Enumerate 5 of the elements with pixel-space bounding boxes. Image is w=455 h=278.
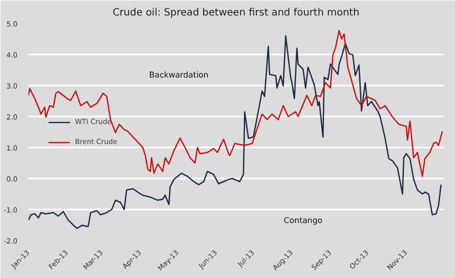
- line-series: [28, 30, 443, 177]
- annotation: Backwardation: [149, 70, 209, 80]
- chart-title: Crude oil: Spread between first and fourth month: [112, 8, 360, 18]
- line-series: [28, 35, 442, 230]
- annotation: Contango: [284, 216, 323, 225]
